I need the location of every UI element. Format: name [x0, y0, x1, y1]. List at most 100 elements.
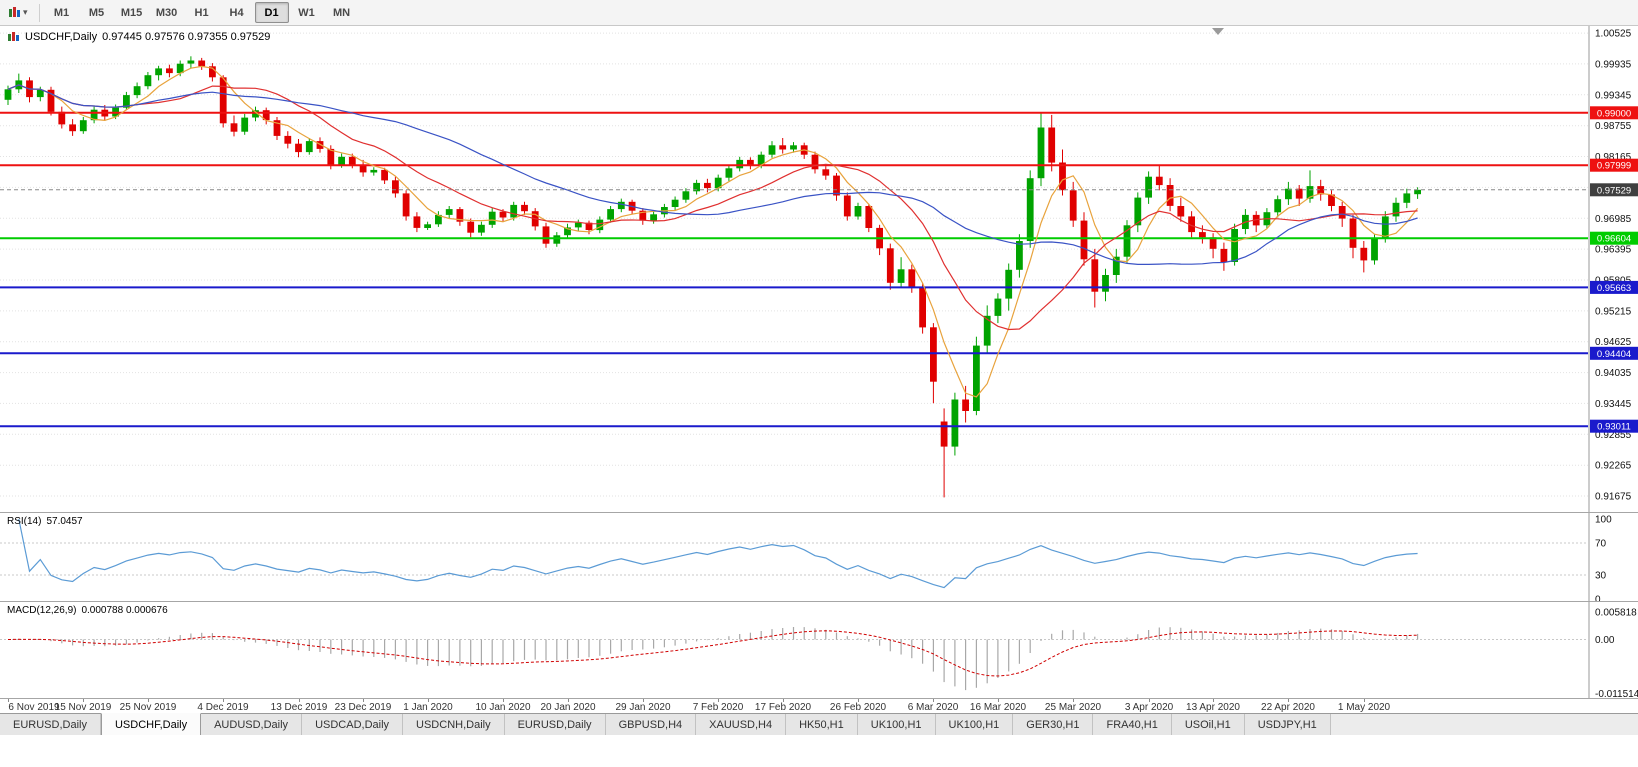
date-axis[interactable]: 6 Nov 2019 15 Nov 2019 25 Nov 2019 4 Dec 20… [0, 699, 1590, 713]
date-label: 13 Dec 2019 [270, 702, 328, 713]
chart-tab-usoil-h1[interactable]: USOil,H1 [1171, 714, 1245, 735]
chart-tab-usdcnh-daily[interactable]: USDCNH,Daily [403, 714, 505, 735]
candles [4, 56, 1421, 498]
chart-tab-usdchf-daily[interactable]: USDCHF,Daily [100, 713, 202, 735]
rsi-line [18, 518, 1418, 589]
date-tick [299, 699, 300, 702]
date-tick [1213, 699, 1214, 702]
ma-slow-line [7, 84, 1418, 265]
rsi-pane[interactable]: 100 70 30 0 [0, 513, 1638, 601]
price-scale-label: 0.94035 [1595, 368, 1632, 379]
date-tick [1288, 699, 1289, 702]
chart-tab-uk100-h1[interactable]: UK100,H1 [857, 714, 936, 735]
hline-price-label-text: 0.96604 [1597, 234, 1631, 245]
pane-separator [0, 698, 1638, 699]
timeframe-button-w1[interactable]: W1 [298, 6, 315, 19]
date-label: 7 Feb 2020 [692, 702, 744, 713]
rsi-name: RSI(14) [7, 516, 42, 527]
macd-scale-label: -0.011514 [1595, 689, 1638, 698]
chart-shift-marker-icon[interactable] [1212, 28, 1224, 35]
rsi-scale-label: 70 [1595, 539, 1607, 550]
hline-price-label [1590, 231, 1638, 245]
date-tick [643, 699, 644, 702]
timeframe-button-mn[interactable]: MN [332, 6, 351, 19]
date-tick [1149, 699, 1150, 702]
hline-price-label-text: 0.94404 [1597, 349, 1631, 360]
date-tick [428, 699, 429, 702]
price-scale-label: 0.94625 [1595, 337, 1632, 348]
chart-tab-bar: EURUSD,Daily USDCHF,Daily AUDUSD,Daily USDC… [0, 713, 1638, 735]
pane-separator[interactable] [0, 512, 1638, 513]
date-tick [148, 699, 149, 702]
hline-price-label-text: 0.93011 [1597, 422, 1631, 433]
rsi-value: 57.0457 [46, 516, 83, 527]
timeframe-button-m5[interactable]: M5 [88, 6, 105, 19]
chart-tab-hk50-h1[interactable]: HK50,H1 [786, 714, 858, 735]
macd-scale-label: 0.00 [1595, 635, 1615, 646]
price-scale-label: 0.98755 [1595, 121, 1632, 132]
date-label: 16 Mar 2020 [969, 702, 1027, 713]
price-chart-pane[interactable]: 1.00525 0.99935 0.99345 0.98755 0.98165 0.975… [0, 26, 1638, 512]
rsi-scale-label: 100 [1595, 515, 1612, 526]
date-tick [933, 699, 934, 702]
date-tick [363, 699, 364, 702]
macd-values: 0.000788 0.000676 [81, 605, 168, 616]
date-label: 1 Jan 2020 [403, 702, 453, 713]
chart-tab-xauusd-h4[interactable]: XAUUSD,H4 [696, 714, 787, 735]
date-tick [223, 699, 224, 702]
date-tick [783, 699, 784, 702]
current-price-label-text: 0.97529 [1597, 185, 1631, 196]
macd-pane[interactable]: 0.005818 0.00 -0.011514 [0, 602, 1638, 698]
chart-title: USDCHF,Daily 0.97445 0.97576 0.97355 0.9… [7, 31, 270, 43]
pane-separator[interactable] [0, 601, 1638, 602]
timeframe-buttons: M1 M5 M15 M30 H1 H4 D1 W1 MN [45, 2, 360, 23]
date-label: 1 May 2020 [1337, 702, 1391, 713]
date-label: 26 Feb 2020 [829, 702, 887, 713]
date-label: 20 Jan 2020 [540, 702, 596, 713]
hline-price-label [1590, 106, 1638, 120]
date-label: 22 Apr 2020 [1261, 702, 1315, 713]
price-scale-label: 0.96985 [1595, 214, 1632, 225]
date-label: 25 Nov 2019 [119, 702, 177, 713]
current-price-label [1590, 183, 1638, 197]
chart-tab-fra40-h1[interactable]: FRA40,H1 [1093, 714, 1172, 735]
chart-tab-eurusd-daily[interactable]: EURUSD,Daily [0, 714, 101, 735]
date-tick [1364, 699, 1365, 702]
timeframe-button-m1[interactable]: M1 [53, 6, 70, 19]
rsi-indicator-label: RSI(14) 57.0457 [7, 516, 83, 527]
chart-tab-usdcad-daily[interactable]: USDCAD,Daily [302, 714, 404, 735]
ma-fast-line [7, 65, 1419, 398]
hline-price-label-text: 0.99000 [1597, 108, 1631, 119]
chart-type-button[interactable]: ▾ [4, 5, 32, 21]
chart-tab-ger30-h1[interactable]: GER30,H1 [1013, 714, 1094, 735]
price-scale-label: 0.92855 [1595, 430, 1632, 441]
date-label: 6 Nov 2019 [8, 702, 60, 713]
hline-price-label [1590, 280, 1638, 294]
date-label: 29 Jan 2020 [615, 702, 671, 713]
chart-tab-usdjpy-h1[interactable]: USDJPY,H1 [1244, 714, 1331, 735]
timeframe-toolbar: ▾ M1 M5 M15 M30 H1 H4 D1 W1 MN [0, 0, 1638, 26]
date-tick [998, 699, 999, 702]
date-tick [568, 699, 569, 702]
price-scale-label: 0.98165 [1595, 152, 1632, 163]
macd-indicator-label: MACD(12,26,9) 0.000788 0.000676 [7, 605, 168, 616]
timeframe-button-m30[interactable]: M30 [155, 6, 178, 19]
hline-price-label-text: 0.97999 [1597, 161, 1631, 172]
price-scale-label: 0.92265 [1595, 461, 1632, 472]
timeframe-button-d1[interactable]: D1 [254, 2, 289, 23]
date-label: 17 Feb 2020 [754, 702, 812, 713]
timeframe-button-h4[interactable]: H4 [229, 6, 244, 19]
chart-tab-eurusd-daily[interactable]: EURUSD,Daily [504, 714, 606, 735]
chart-tab-uk100-h1[interactable]: UK100,H1 [935, 714, 1014, 735]
timeframe-button-m15[interactable]: M15 [120, 6, 143, 19]
ma-mid-line [7, 84, 1418, 331]
price-scale-label: 1.00525 [1595, 29, 1632, 40]
chart-tab-audusd-daily[interactable]: AUDUSD,Daily [201, 714, 303, 735]
hline-price-label [1590, 419, 1638, 433]
price-scale-label: 0.95215 [1595, 306, 1632, 317]
price-scale-label: 0.96395 [1595, 245, 1632, 256]
hline-price-label [1590, 346, 1638, 360]
chart-tab-gbpusd-h4[interactable]: GBPUSD,H4 [605, 714, 697, 735]
date-label: 4 Dec 2019 [197, 702, 249, 713]
timeframe-button-h1[interactable]: H1 [194, 6, 209, 19]
